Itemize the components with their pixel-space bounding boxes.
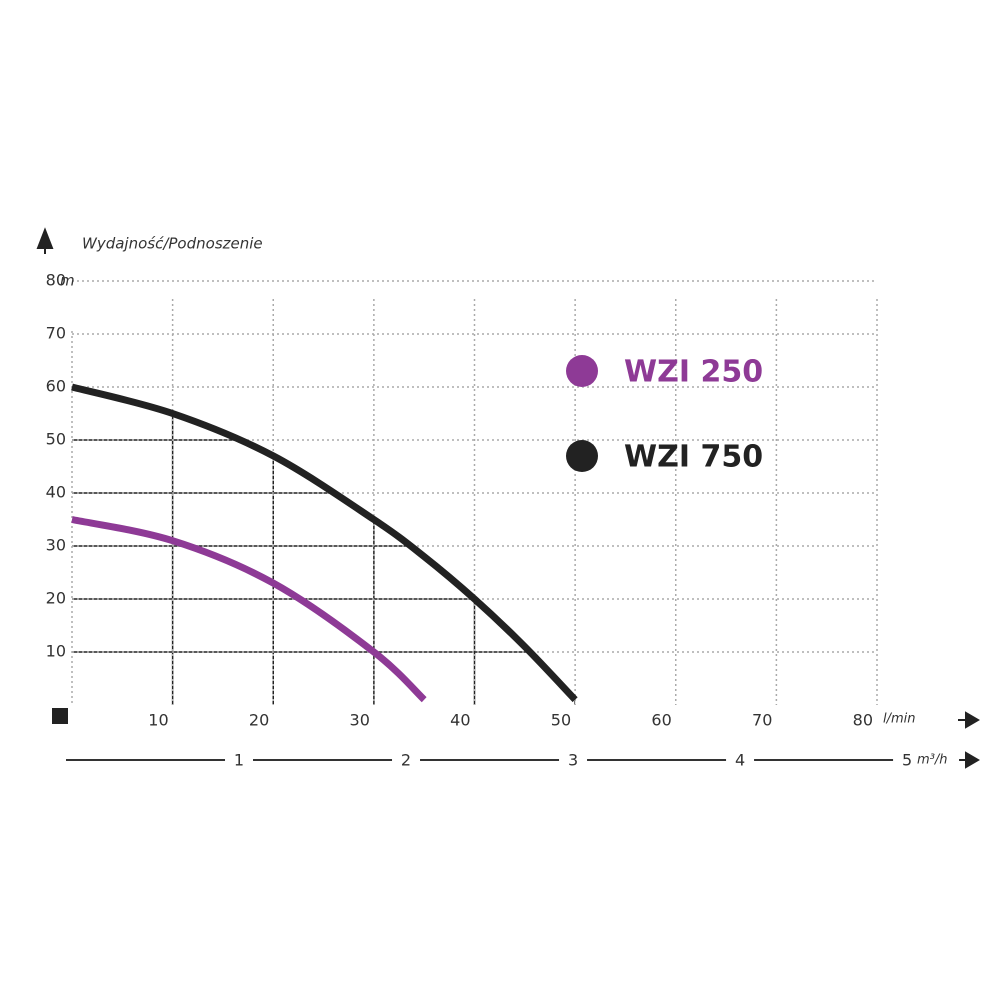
x2-unit-bg: [915, 748, 960, 772]
y-unit: m: [60, 272, 75, 290]
y-tick-label: 50: [46, 430, 66, 449]
x-tick-label: 80: [853, 711, 873, 730]
x2-tick-label: 5: [902, 751, 912, 770]
x2-arrow: [958, 751, 980, 769]
series-line: [71, 516, 427, 703]
y-tick-label: 60: [46, 377, 66, 396]
x-tick-label: 20: [249, 711, 269, 730]
x-arrow: [958, 711, 980, 729]
legend-label: WZI 250: [624, 355, 763, 390]
y-tick-label: 30: [46, 536, 66, 555]
x2-label-bg: [392, 748, 421, 772]
y-tick-label: 10: [46, 642, 66, 661]
x-tick-label: 70: [752, 711, 772, 730]
x-tick-label: 10: [148, 711, 168, 730]
legend-label: WZI 750: [624, 440, 763, 475]
x-tick-label: 50: [551, 711, 571, 730]
x2-tick-label: 1: [234, 751, 244, 770]
x2-tick-label: 3: [568, 751, 578, 770]
legend-marker: [566, 355, 598, 387]
y-tick-label: 80: [46, 271, 66, 290]
x-unit: l/min: [883, 712, 916, 727]
series-line: [71, 383, 578, 703]
x2-unit: m³/h: [917, 753, 948, 768]
y-arrow: [36, 227, 54, 254]
x2-label-bg: [559, 748, 588, 772]
x-tick-label: 30: [350, 711, 370, 730]
y-tick-label: 70: [46, 324, 66, 343]
y-tick-label: 40: [46, 483, 66, 502]
x2-tick-label: 4: [735, 751, 745, 770]
x2-label-bg: [225, 748, 254, 772]
x-tick-label: 40: [450, 711, 470, 730]
legend-marker: [566, 440, 598, 472]
x-tick-label: 60: [651, 711, 671, 730]
y-title: Wydajność/Podnoszenie: [82, 235, 263, 253]
x2-label-bg: [726, 748, 755, 772]
origin-marker: [52, 708, 68, 724]
x2-tick-label: 2: [401, 751, 411, 770]
y-tick-label: 20: [46, 589, 66, 608]
